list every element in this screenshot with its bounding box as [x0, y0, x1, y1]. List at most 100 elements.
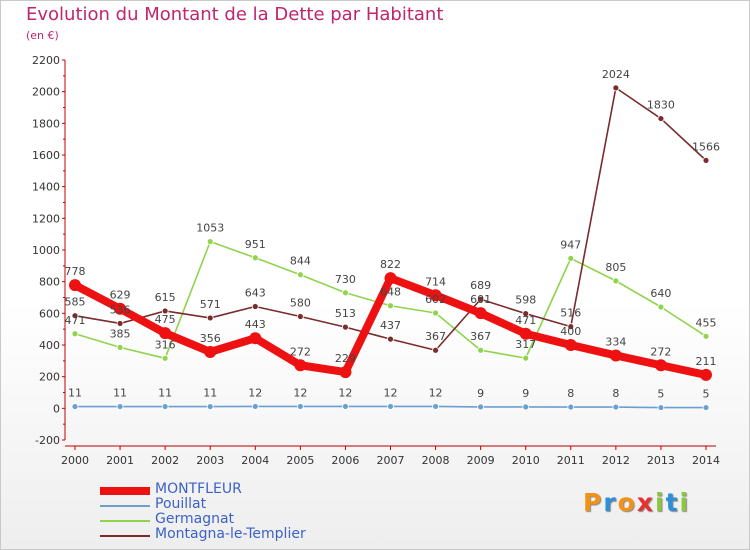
legend-label-montagna-le-templier: Montagna-le-Templier	[155, 526, 306, 542]
data-point-montagna-le-templier	[71, 312, 79, 320]
data-label-montagna-le-templier: 1566	[692, 140, 720, 153]
data-label-germagnat: 471	[65, 314, 86, 327]
legend-swatch-germagnat	[100, 520, 150, 522]
data-point-montagna-le-templier	[387, 335, 394, 343]
data-point-montagna-le-templier	[296, 313, 304, 320]
data-label-germagnat: 367	[470, 330, 491, 343]
data-label-montfleur: 400	[560, 325, 581, 338]
chart-subtitle: (en €)	[26, 29, 59, 42]
data-point-pouillat	[161, 403, 169, 410]
logo-letter: r	[603, 488, 618, 517]
data-point-pouillat	[477, 403, 485, 411]
data-point-germagnat	[71, 330, 79, 338]
data-point-montagna-le-templier	[161, 307, 169, 315]
data-label-germagnat: 1053	[196, 222, 224, 235]
y-tick-label: 2000	[32, 86, 60, 99]
data-label-germagnat: 805	[605, 261, 626, 274]
data-point-pouillat	[71, 403, 79, 410]
data-point-germagnat	[161, 354, 169, 362]
data-label-montfleur: 229	[335, 352, 356, 365]
x-tick-label: 2006	[331, 454, 359, 467]
data-point-pouillat	[116, 403, 124, 410]
x-tick-label: 2000	[61, 454, 89, 467]
data-label-montfleur: 822	[380, 258, 401, 271]
data-label-montagna-le-templier: 513	[335, 307, 356, 320]
data-point-montfleur	[114, 302, 127, 315]
data-label-pouillat: 12	[429, 386, 443, 399]
data-label-montfleur: 272	[290, 345, 311, 358]
data-label-germagnat: 730	[335, 273, 356, 286]
data-point-germagnat	[657, 303, 665, 311]
data-point-montfleur	[564, 339, 577, 351]
data-point-germagnat	[387, 302, 394, 310]
data-label-montagna-le-templier: 643	[245, 287, 266, 300]
x-tick-label: 2007	[377, 454, 405, 467]
data-label-pouillat: 12	[384, 386, 398, 399]
data-point-montagna-le-templier	[702, 156, 710, 164]
data-point-germagnat	[432, 309, 439, 317]
y-tick-label: 1800	[32, 117, 60, 130]
data-label-pouillat: 11	[158, 387, 172, 400]
data-label-pouillat: 11	[113, 387, 127, 400]
y-tick-label: 1000	[32, 244, 60, 257]
data-label-montfleur: 778	[65, 265, 86, 278]
x-tick-label: 2005	[286, 454, 314, 467]
data-label-montagna-le-templier: 2024	[602, 68, 630, 81]
data-point-germagnat	[702, 332, 710, 340]
data-label-germagnat: 602	[425, 293, 446, 306]
data-point-pouillat	[702, 404, 710, 411]
data-label-germagnat: 317	[515, 338, 536, 351]
data-label-germagnat: 951	[245, 238, 266, 251]
data-label-montagna-le-templier: 536	[110, 303, 131, 316]
data-point-pouillat	[387, 403, 394, 410]
data-label-montagna-le-templier: 367	[425, 330, 446, 343]
data-label-montfleur: 714	[425, 275, 446, 288]
data-point-montagna-le-templier	[477, 295, 485, 303]
data-point-germagnat	[206, 238, 214, 246]
data-label-germagnat: 316	[155, 338, 176, 351]
data-label-montagna-le-templier: 580	[290, 297, 311, 310]
data-point-montfleur	[609, 349, 622, 362]
x-tick-label: 2008	[422, 454, 450, 467]
data-point-montfleur	[429, 289, 442, 302]
logo-letter: x	[636, 488, 655, 517]
data-label-pouillat: 12	[293, 386, 307, 399]
data-label-germagnat: 648	[380, 286, 401, 299]
data-label-montfleur: 211	[696, 355, 717, 368]
data-label-pouillat: 8	[612, 387, 619, 400]
data-point-montagna-le-templier	[567, 323, 575, 331]
logo-letter: i	[655, 488, 666, 517]
data-point-montfleur	[654, 359, 667, 372]
data-point-montfleur	[384, 272, 397, 285]
data-label-pouillat: 5	[657, 388, 664, 401]
data-point-montfleur	[294, 359, 307, 372]
data-label-montagna-le-templier: 516	[560, 307, 581, 320]
y-tick-label: 1200	[32, 212, 60, 225]
y-tick-label: 1600	[32, 149, 60, 162]
data-label-montfleur: 601	[470, 293, 491, 306]
data-point-montagna-le-templier	[657, 115, 665, 122]
data-point-montagna-le-templier	[342, 323, 349, 331]
data-label-germagnat: 844	[290, 255, 311, 268]
data-label-montfleur: 443	[245, 318, 266, 331]
data-label-montfleur: 272	[650, 345, 671, 358]
data-label-montfleur: 629	[110, 289, 131, 302]
data-point-germagnat	[116, 343, 124, 351]
data-label-germagnat: 455	[696, 316, 717, 329]
data-point-germagnat	[477, 346, 485, 354]
data-point-montfleur	[474, 307, 487, 320]
data-label-montfleur: 334	[605, 335, 626, 348]
logo-letter: i	[679, 488, 691, 517]
data-point-montagna-le-templier	[116, 320, 124, 327]
data-point-pouillat	[657, 404, 665, 411]
data-point-montagna-le-templier	[522, 310, 530, 318]
legend-swatch-montagna-le-templier	[100, 535, 150, 537]
data-point-montfleur	[69, 279, 81, 292]
data-point-pouillat	[432, 403, 439, 410]
series-line-montagna-le-templier	[74, 87, 707, 352]
data-point-montagna-le-templier	[612, 84, 620, 92]
data-point-montfleur	[159, 327, 172, 340]
x-tick-label: 2012	[602, 454, 630, 467]
proxiti-logo: Proxiti	[583, 488, 690, 517]
